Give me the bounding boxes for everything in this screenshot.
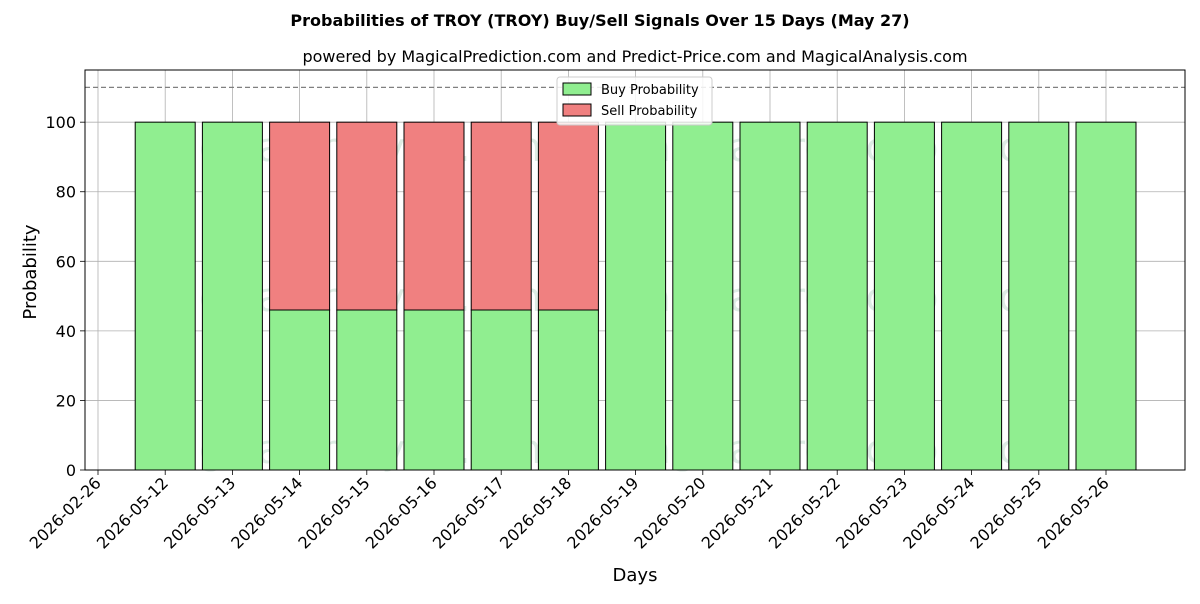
buy-bar bbox=[739, 121, 801, 471]
x-tick-label: 2026-05-13 bbox=[160, 473, 239, 552]
sell-bar bbox=[470, 121, 532, 311]
buy-bar bbox=[470, 309, 532, 471]
legend: Buy Probability Sell Probability bbox=[556, 76, 713, 126]
sell-bar bbox=[269, 121, 331, 311]
x-tick-label: 2026-05-22 bbox=[765, 473, 844, 552]
legend-label: Buy Probability bbox=[601, 83, 699, 98]
plot-frame bbox=[84, 69, 1186, 471]
x-tick-label: 2026-05-16 bbox=[362, 473, 441, 552]
x-tick-label: 2026-05-18 bbox=[496, 473, 575, 552]
sell-bar bbox=[537, 121, 599, 311]
buy-bar bbox=[873, 121, 935, 471]
y-tick-label: 60 bbox=[56, 252, 76, 271]
buy-bar bbox=[672, 121, 734, 471]
x-tick-label: 2026-05-15 bbox=[294, 473, 373, 552]
x-tick-label: 2026-05-12 bbox=[93, 473, 172, 552]
legend-swatch bbox=[562, 103, 592, 117]
x-axis-label: Days bbox=[613, 565, 658, 586]
x-tick-label: 2026-05-25 bbox=[966, 473, 1045, 552]
buy-bar bbox=[1008, 121, 1070, 471]
y-tick-label: 40 bbox=[56, 322, 76, 341]
buy-bar bbox=[269, 309, 331, 471]
buy-bar bbox=[806, 121, 868, 471]
y-axis-label: Probability bbox=[20, 224, 41, 319]
x-tick-label: 2026-05-20 bbox=[630, 473, 709, 552]
legend-swatch bbox=[562, 82, 592, 96]
x-tick-label: 2026-02-26 bbox=[26, 473, 105, 552]
bars-layer bbox=[134, 121, 1137, 471]
buy-bar bbox=[134, 121, 196, 471]
y-tick-label: 0 bbox=[66, 461, 76, 480]
x-tick-label: 2026-05-17 bbox=[429, 473, 508, 552]
sell-bar bbox=[403, 121, 465, 311]
x-tick-label: 2026-05-19 bbox=[563, 473, 642, 552]
legend-box bbox=[556, 76, 713, 126]
x-tick-label: 2026-05-23 bbox=[832, 473, 911, 552]
y-tick-label: 100 bbox=[45, 113, 76, 132]
chart-title: Probabilities of TROY (TROY) Buy/Sell Si… bbox=[290, 11, 909, 30]
buy-bar bbox=[941, 121, 1003, 471]
buy-bar bbox=[403, 309, 465, 471]
buy-bar bbox=[1075, 121, 1137, 471]
y-tick-label: 80 bbox=[56, 183, 76, 202]
x-tick-label: 2026-05-26 bbox=[1034, 473, 1113, 552]
legend-label: Sell Probability bbox=[601, 104, 698, 119]
buy-bar bbox=[537, 309, 599, 471]
chart-subtitle: powered by MagicalPrediction.com and Pre… bbox=[302, 47, 967, 66]
buy-bar bbox=[201, 121, 263, 471]
x-tick-label: 2026-05-14 bbox=[227, 473, 306, 552]
x-tick-label: 2026-05-21 bbox=[698, 473, 777, 552]
sell-bar bbox=[336, 121, 398, 311]
y-tick-label: 20 bbox=[56, 391, 76, 410]
buy-bar bbox=[336, 309, 398, 471]
buy-bar bbox=[605, 121, 667, 471]
x-tick-label: 2026-05-24 bbox=[899, 473, 978, 552]
